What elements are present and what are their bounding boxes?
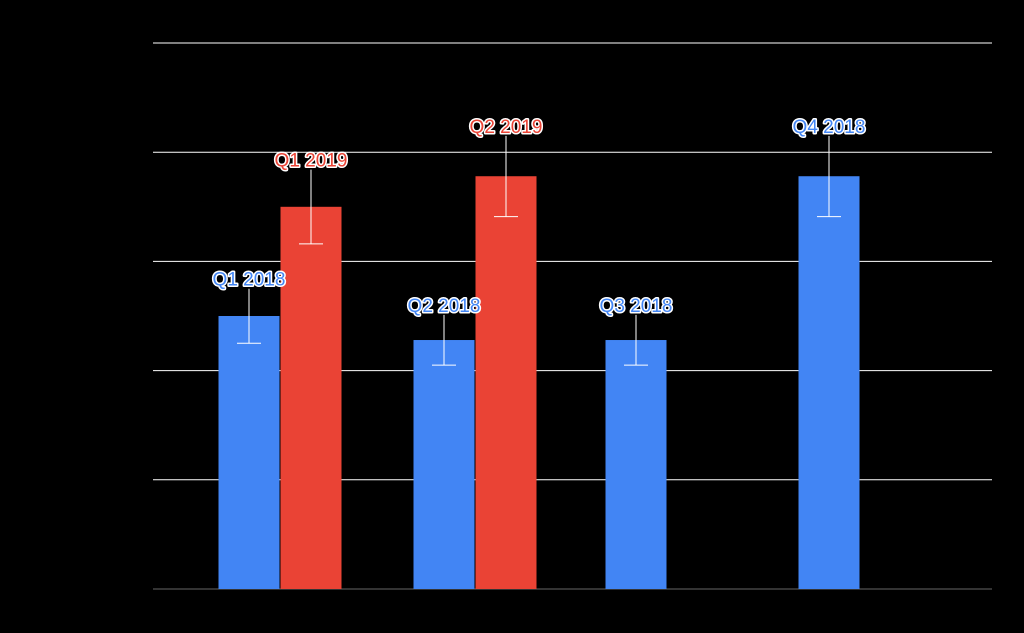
bar-s2019-q1 [280,206,342,590]
data-label-s2018-q3: Q3 2018 [600,296,673,317]
data-label-s2018-q2: Q2 2018 [408,296,481,317]
bar-labels: Q1 2018 Q1 2019 Q2 2018 Q2 2019 Q3 2018 Q4 20… [211,115,867,318]
error-bar-s2018-q2 [432,314,456,366]
error-bar-s2018-q3 [624,314,648,366]
data-label-s2018-q1: Q1 2018 [213,270,286,291]
bar-s2018-q2 [413,340,475,589]
data-label-s2018-q4: Q4 2018 [793,117,866,138]
error-bar-s2018-q1 [237,288,261,344]
error-bar-s2019-q2 [494,135,518,218]
error-bar-s2018-q4 [817,135,841,218]
bar-s2018-q1 [218,316,280,589]
bar-s2018-q3 [605,340,667,589]
data-label-s2019-q2: Q2 2019 [470,117,543,138]
bar-s2019-q2 [475,176,537,589]
bars [218,135,860,590]
error-bar-s2019-q1 [299,169,323,245]
bar-s2018-q4 [798,176,860,589]
data-label-s2019-q1: Q1 2019 [275,151,348,172]
